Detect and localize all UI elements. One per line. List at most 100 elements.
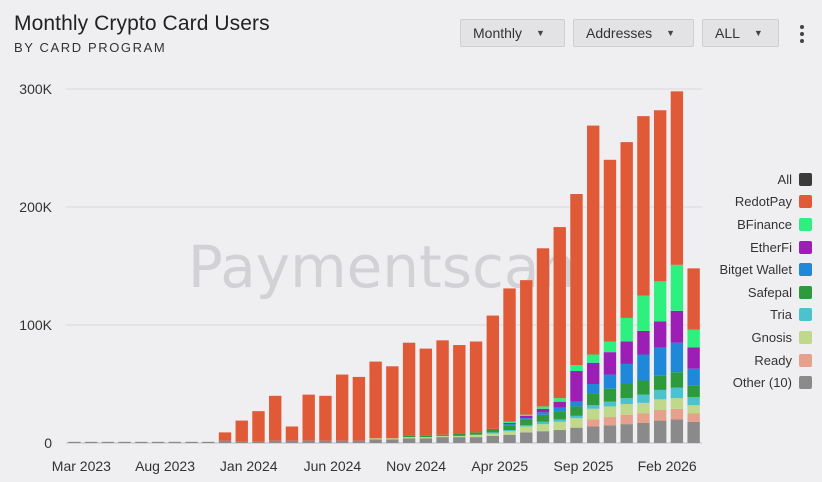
bar-segment [352, 440, 366, 443]
bar-segment [218, 440, 232, 443]
legend-swatch [799, 217, 812, 231]
bar-stack [218, 432, 232, 443]
bar-segment [302, 440, 315, 443]
chart-subtitle: BY CARD PROGRAM [14, 40, 167, 55]
bar-segment [469, 434, 483, 438]
bar-segment [687, 413, 700, 422]
bar-segment [520, 280, 533, 415]
legend-label: EtherFi [750, 239, 792, 255]
bar-segment [536, 424, 550, 432]
metric-dropdown[interactable]: Addresses ▼ [573, 19, 694, 47]
bar-segment [670, 372, 684, 388]
legend-item[interactable]: Gnosis [700, 326, 812, 349]
bar-segment [436, 340, 449, 435]
bar-segment [637, 394, 650, 403]
bar-segment [235, 420, 248, 442]
bar-segment [235, 441, 248, 443]
bar-segment [653, 409, 667, 421]
more-options-icon[interactable] [793, 22, 811, 46]
y-tick-label: 200K [19, 199, 52, 215]
bar-segment [520, 432, 533, 443]
bar-segment [436, 435, 449, 438]
legend-item[interactable]: Tria [700, 304, 812, 327]
bar-stack [419, 348, 433, 443]
bar-segment [620, 142, 633, 318]
bar-segment [587, 405, 600, 409]
bar-segment [185, 441, 198, 443]
chart-title: Monthly Crypto Card Users [14, 12, 270, 35]
bar-segment [369, 439, 382, 443]
x-tick-label: Nov 2024 [386, 458, 446, 474]
bar-segment [570, 427, 583, 443]
bar-segment [553, 227, 566, 399]
legend-item[interactable]: EtherFi [700, 236, 812, 259]
bar-segment [603, 401, 617, 407]
bar-segment [620, 363, 633, 384]
legend-item[interactable]: Bitget Wallet [700, 258, 812, 281]
chart-legend: All RedotPay BFinance EtherFi Bitget Wallet S… [700, 168, 812, 394]
bar-segment [553, 401, 566, 408]
bar-stack [553, 227, 566, 443]
legend-item[interactable]: Safepal [700, 281, 812, 304]
legend-item[interactable]: BFinance [700, 213, 812, 236]
x-tick-label: Mar 2023 [52, 458, 111, 474]
bar-segment [570, 406, 583, 416]
caret-down-icon: ▼ [666, 28, 676, 38]
metric-dropdown-label: Addresses [586, 25, 653, 41]
bar-segment [653, 321, 667, 348]
bar-stack [670, 91, 684, 443]
bar-segment [335, 440, 349, 443]
bar-segment [168, 441, 181, 443]
bar-segment [419, 435, 433, 438]
legend-item[interactable]: Other (10) [700, 371, 812, 394]
bar-stack [319, 395, 332, 443]
legend-item[interactable]: Ready [700, 349, 812, 372]
bar-segment [536, 408, 550, 413]
legend-swatch [799, 172, 812, 186]
y-tick-label: 100K [19, 317, 52, 333]
bar-stack [269, 395, 282, 443]
bar-segment [587, 419, 600, 427]
bar-segment [637, 330, 650, 355]
legend-swatch [799, 330, 812, 344]
legend-swatch [799, 376, 812, 390]
bar-segment [637, 295, 650, 331]
legend-label: RedotPay [734, 194, 792, 210]
bar-segment [503, 425, 516, 431]
bar-stack [687, 268, 700, 443]
bar-segment [553, 398, 566, 402]
bar-segment [670, 264, 684, 311]
bar-segment [637, 422, 650, 443]
bar-segment [453, 345, 466, 434]
legend-item[interactable]: RedotPay [700, 191, 812, 214]
bar-segment [419, 438, 433, 443]
bar-segment [252, 411, 265, 442]
bar-stack [503, 288, 516, 443]
bar-segment [653, 420, 667, 443]
bar-segment [135, 441, 148, 443]
bar-segment [486, 428, 499, 433]
bar-segment [436, 437, 449, 443]
legend-item[interactable]: All [700, 168, 812, 191]
range-dropdown[interactable]: ALL ▼ [702, 19, 779, 47]
bar-segment [570, 415, 583, 419]
bar-segment [302, 394, 315, 441]
bar-segment [570, 418, 583, 428]
bar-segment [653, 375, 667, 390]
bar-segment [402, 342, 416, 436]
bar-segment [101, 441, 115, 443]
bar-segment [587, 362, 600, 384]
period-dropdown[interactable]: Monthly ▼ [460, 19, 565, 47]
bar-segment [386, 438, 399, 440]
bar-segment [520, 425, 533, 427]
bar-stack [570, 194, 583, 443]
bar-segment [603, 159, 617, 342]
bar-segment [503, 431, 516, 435]
bar-segment [687, 368, 700, 386]
bar-segment [637, 413, 650, 423]
legend-label: Other (10) [732, 375, 792, 391]
bar-segment [637, 116, 650, 296]
bar-segment [503, 434, 516, 443]
bar-stack [536, 248, 550, 443]
